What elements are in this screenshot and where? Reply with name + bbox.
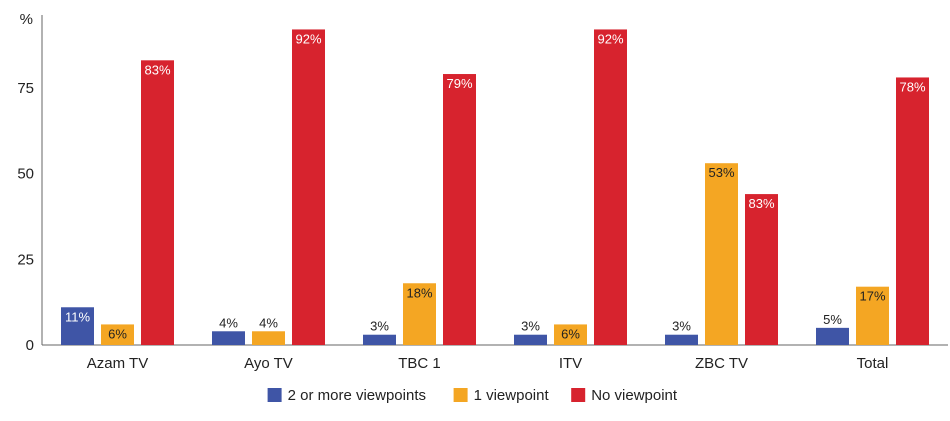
y-tick-label: 75 xyxy=(17,80,34,97)
data-label: 3% xyxy=(521,319,540,334)
category-label: TBC 1 xyxy=(398,355,441,372)
legend-label: 1 viewpoint xyxy=(474,387,550,404)
data-label: 78% xyxy=(899,79,925,94)
bar xyxy=(363,334,396,345)
data-label: 92% xyxy=(597,31,623,46)
data-label: 4% xyxy=(219,315,238,330)
bar xyxy=(554,324,587,345)
bar xyxy=(252,331,285,345)
category-label: ITV xyxy=(559,355,582,372)
bar xyxy=(212,331,245,345)
y-tick-label: 50 xyxy=(17,166,34,183)
bar xyxy=(705,163,738,345)
data-label: 92% xyxy=(295,31,321,46)
data-label: 3% xyxy=(370,319,389,334)
data-label: 17% xyxy=(859,289,885,304)
data-label: 83% xyxy=(144,62,170,77)
legend-label: No viewpoint xyxy=(591,387,678,404)
legend-swatch xyxy=(453,388,468,402)
legend-swatch xyxy=(267,388,282,402)
data-label: 6% xyxy=(561,326,580,341)
bar xyxy=(665,334,698,345)
data-label: 18% xyxy=(406,285,432,300)
bar xyxy=(292,29,325,345)
legend-swatch xyxy=(571,388,586,402)
category-label: ZBC TV xyxy=(695,355,748,372)
bar xyxy=(856,286,889,345)
bar xyxy=(101,324,134,345)
data-label: 83% xyxy=(748,196,774,211)
data-label: 5% xyxy=(823,312,842,327)
legend-label: 2 or more viewpoints xyxy=(288,387,426,404)
data-label: 53% xyxy=(708,165,734,180)
category-label: Total xyxy=(857,355,889,372)
bar xyxy=(61,307,94,345)
bar xyxy=(443,74,476,345)
category-label: Azam TV xyxy=(87,355,148,372)
data-label: 3% xyxy=(672,319,691,334)
category-label: Ayo TV xyxy=(244,355,293,372)
data-label: 6% xyxy=(108,326,127,341)
bar xyxy=(403,283,436,345)
data-label: 11% xyxy=(65,309,90,324)
bar xyxy=(594,29,627,345)
bar xyxy=(141,60,174,346)
y-tick-label: 0 xyxy=(26,337,34,354)
data-label: 79% xyxy=(446,76,472,91)
data-label: 4% xyxy=(259,315,278,330)
bar xyxy=(896,77,929,346)
y-axis-label: % xyxy=(20,11,33,28)
bar xyxy=(514,334,547,345)
bar xyxy=(816,327,849,345)
bar xyxy=(745,194,778,345)
y-tick-label: 25 xyxy=(17,251,34,268)
